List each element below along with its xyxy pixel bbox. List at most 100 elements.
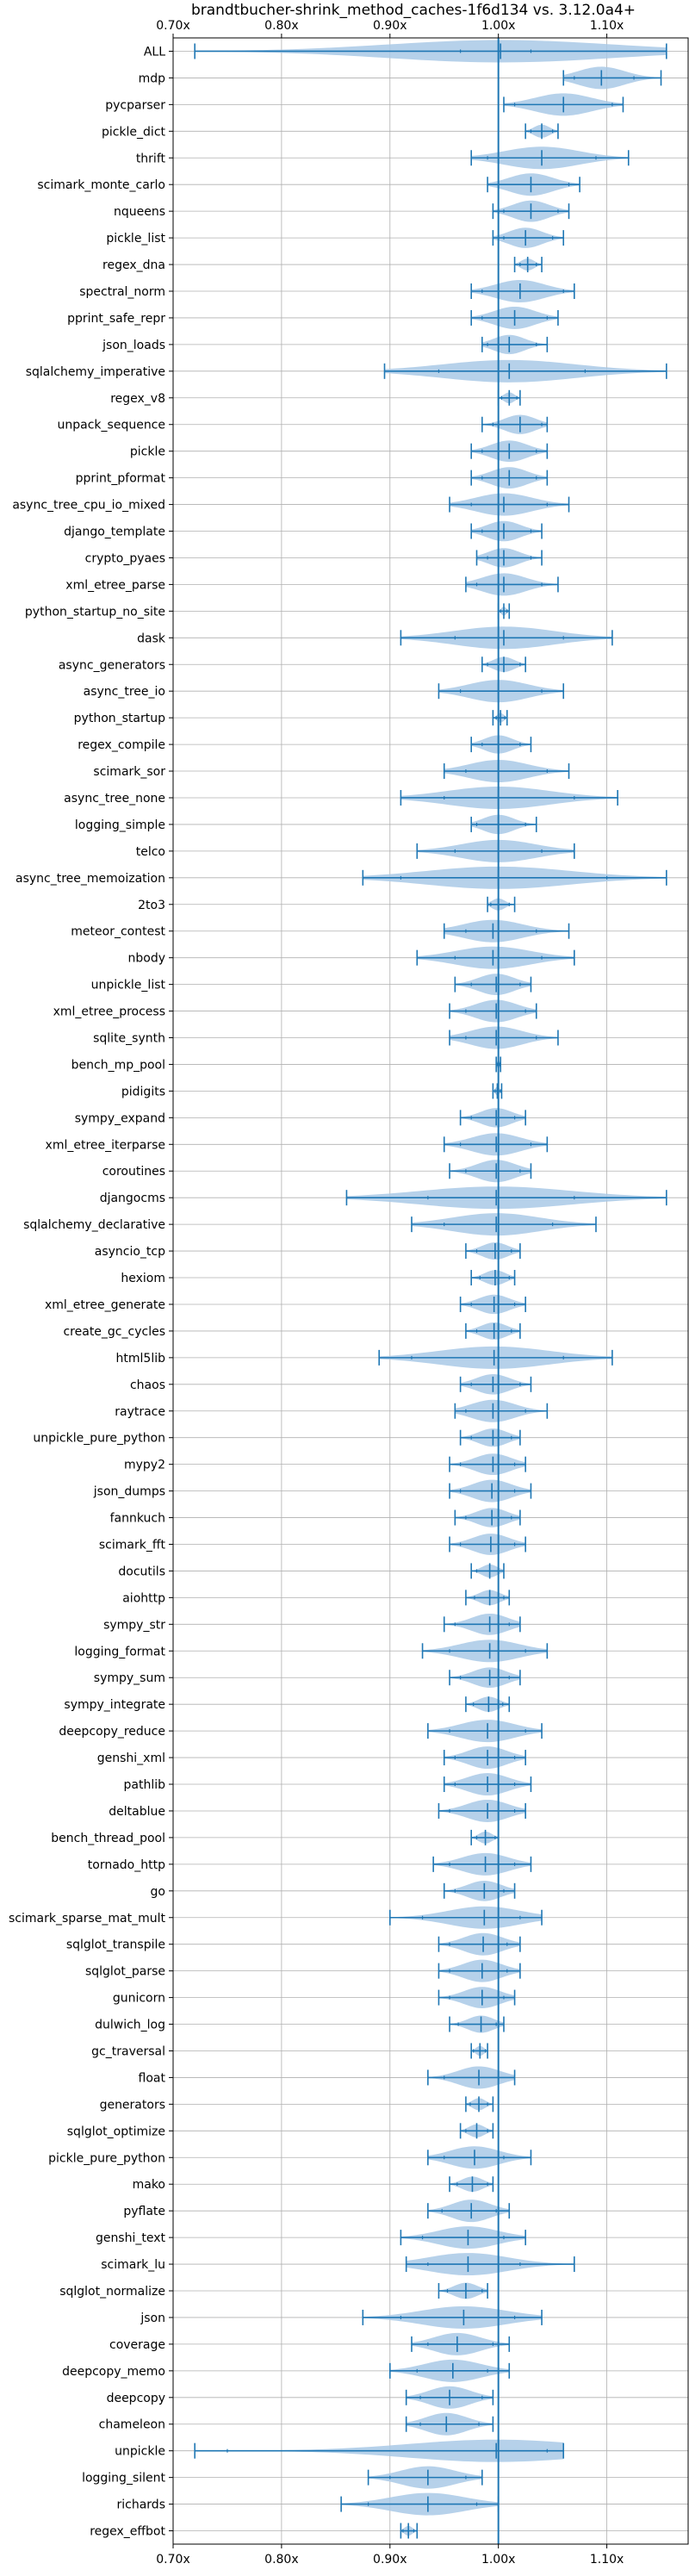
benchmark-label: sqlglot_optimize xyxy=(67,2125,165,2138)
benchmark-label: pprint_pformat xyxy=(76,472,166,486)
benchmark-label: pprint_safe_repr xyxy=(67,312,165,326)
benchmark-label: sqlglot_parse xyxy=(85,1965,165,1979)
benchmark-label: scimark_fft xyxy=(99,1538,166,1552)
benchmark-label: xml_etree_parse xyxy=(65,578,165,592)
plot-frame xyxy=(172,37,689,2545)
benchmark-label: sympy_integrate xyxy=(64,1698,165,1712)
benchmark-label: tornado_http xyxy=(88,1858,165,1872)
benchmark-label: meteor_contest xyxy=(71,925,165,939)
benchmark-label: sympy_str xyxy=(103,1618,165,1632)
benchmark-label: genshi_xml xyxy=(97,1752,165,1765)
benchmark-label: pathlib xyxy=(124,1778,166,1792)
benchmark-label: docutils xyxy=(118,1565,165,1578)
x-tick-label-top: 1.10x xyxy=(590,19,624,33)
benchmark-label: chameleon xyxy=(99,2418,165,2432)
benchmark-label: sympy_sum xyxy=(94,1671,165,1685)
benchmark-label: sympy_expand xyxy=(75,1111,165,1125)
benchmark-label: json xyxy=(140,2312,165,2325)
benchmark-label: float xyxy=(139,2071,166,2085)
x-tick-label-bottom: 1.10x xyxy=(590,2553,624,2567)
benchmark-label: 2to3 xyxy=(138,899,165,912)
benchmark-label: async_tree_none xyxy=(64,792,165,806)
benchmark-label: regex_effbot xyxy=(90,2525,165,2539)
benchmark-label: unpickle_pure_python xyxy=(33,1432,165,1446)
x-tick-label-top: 0.90x xyxy=(373,19,407,33)
benchmark-label: nbody xyxy=(128,952,166,966)
benchmark-label: async_tree_cpu_io_mixed xyxy=(12,499,165,513)
benchmark-label: pickle_dict xyxy=(102,125,166,139)
benchmark-label: djangocms xyxy=(100,1192,165,1205)
benchmark-label: go xyxy=(151,1885,165,1899)
benchmark-label: mypy2 xyxy=(124,1459,165,1472)
benchmark-label: raytrace xyxy=(115,1405,165,1419)
axis-layer: 0.70x 0.70x 0.80x 0.80x 0.90x 0.90x 1.00x 1.00x… xyxy=(9,19,624,2567)
benchmark-label: logging_simple xyxy=(75,818,165,832)
benchmark-label: aiohttp xyxy=(122,1591,165,1605)
benchmark-label: spectral_norm xyxy=(79,285,165,299)
benchmark-label: generators xyxy=(100,2098,165,2112)
benchmark-label: regex_dna xyxy=(102,258,165,272)
benchmark-label: django_template xyxy=(64,526,165,539)
benchmark-label: json_loads xyxy=(102,339,165,352)
benchmark-label: pickle xyxy=(130,445,165,459)
benchmark-label: scimark_monte_carlo xyxy=(37,178,165,192)
benchmark-label: sqlglot_normalize xyxy=(59,2285,165,2299)
benchmark-label: unpickle xyxy=(115,2445,165,2459)
x-tick-label-bottom: 1.00x xyxy=(481,2553,515,2567)
benchmark-label: chaos xyxy=(130,1378,165,1392)
benchmark-label: nqueens xyxy=(114,205,165,219)
benchmark-label: sqlalchemy_declarative xyxy=(23,1218,165,1232)
benchmark-label: bench_mp_pool xyxy=(71,1058,165,1072)
benchmark-label: asyncio_tcp xyxy=(95,1245,165,1259)
benchmark-label: logging_silent xyxy=(82,2472,165,2486)
benchmark-label: fannkuch xyxy=(110,1512,165,1526)
benchmark-label: coroutines xyxy=(102,1165,165,1179)
benchmark-label: scimark_sor xyxy=(93,765,165,779)
benchmark-label: dulwich_log xyxy=(95,2019,165,2032)
x-tick-label-bottom: 0.80x xyxy=(264,2553,298,2567)
benchmark-label: deepcopy xyxy=(107,2392,165,2405)
benchmark-label: pickle_list xyxy=(106,232,165,246)
benchmark-label: async_tree_io xyxy=(84,685,165,699)
benchmark-label: json_dumps xyxy=(93,1485,165,1499)
benchmark-label: crypto_pyaes xyxy=(85,551,165,565)
x-tick-label-top: 0.80x xyxy=(264,19,298,33)
benchmark-label: python_startup xyxy=(74,712,165,725)
benchmark-label: coverage xyxy=(109,2338,165,2352)
benchmark-label: regex_compile xyxy=(78,738,165,752)
benchmark-label: create_gc_cycles xyxy=(63,1325,165,1339)
benchmark-label: pyflate xyxy=(123,2205,165,2218)
benchmark-label: thrift xyxy=(136,152,166,165)
benchmark-label: mako xyxy=(133,2178,165,2192)
x-tick-label-bottom: 0.70x xyxy=(156,2553,189,2567)
x-tick-label-top: 0.70x xyxy=(156,19,189,33)
benchmark-label: gc_traversal xyxy=(91,2044,165,2058)
benchmark-label: gunicorn xyxy=(113,1992,165,2006)
benchmark-label: pycparser xyxy=(105,98,165,112)
benchmark-label: bench_thread_pool xyxy=(51,1832,165,1845)
violin-layer xyxy=(194,38,667,2544)
benchmark-label: async_tree_memoization xyxy=(16,872,165,886)
benchmark-label: xml_etree_generate xyxy=(45,1298,165,1312)
benchmark-label: pickle_pure_python xyxy=(48,2151,165,2165)
benchmark-label: scimark_sparse_mat_mult xyxy=(9,1912,165,1926)
benchmark-label: sqlglot_transpile xyxy=(66,1938,165,1952)
benchmark-label: scimark_lu xyxy=(101,2258,165,2272)
benchmark-label: richards xyxy=(117,2498,166,2512)
benchmark-label: hexiom xyxy=(121,1272,165,1285)
benchmark-label: genshi_text xyxy=(96,2231,166,2245)
benchmark-label: deepcopy_reduce xyxy=(59,1725,165,1739)
chart-title: brandtbucher-shrink_method_caches-1f6d13… xyxy=(191,2,636,19)
benchmark-label: telco xyxy=(136,845,165,859)
benchmark-label: ALL xyxy=(144,45,165,59)
benchmark-label: unpickle_list xyxy=(91,979,166,992)
benchmark-label: unpack_sequence xyxy=(58,419,165,432)
benchmark-label: async_generators xyxy=(59,658,165,672)
benchmark-label: xml_etree_iterparse xyxy=(46,1138,165,1152)
benchmark-label: python_startup_no_site xyxy=(25,605,165,619)
benchmark-label: pidigits xyxy=(121,1085,165,1098)
benchmark-label: deltablue xyxy=(109,1805,165,1819)
x-tick-label-bottom: 0.90x xyxy=(373,2553,407,2567)
